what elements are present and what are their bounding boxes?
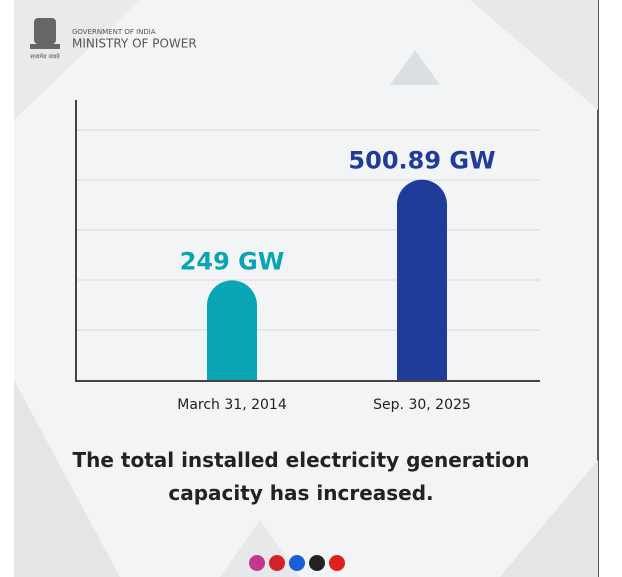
facebook-icon[interactable] (289, 555, 305, 571)
ministry-label: MINISTRY OF POWER (72, 37, 197, 51)
bar (397, 179, 447, 380)
emblem-motto: सत्यमेव जयते (30, 53, 60, 61)
value-label: 500.89 GW (348, 147, 495, 175)
x-tick-label: March 31, 2014 (177, 397, 287, 413)
emblem (30, 18, 60, 49)
bar (207, 280, 257, 380)
card (14, 0, 598, 577)
bg-triangle (500, 460, 598, 577)
grid (75, 129, 540, 331)
threads-icon[interactable] (269, 555, 285, 571)
government-label: GOVERNMENT OF INDIA (72, 28, 156, 36)
instagram-icon[interactable] (249, 555, 265, 571)
value-label: 249 GW (180, 247, 285, 275)
social-icons (249, 555, 345, 571)
bg-triangle (14, 380, 120, 577)
caption: The total installed electricity generati… (72, 448, 530, 505)
x-icon[interactable] (309, 555, 325, 571)
youtube-icon[interactable] (329, 555, 345, 571)
bg-triangle (470, 0, 598, 110)
bg-triangle (390, 50, 440, 85)
x-tick-label: Sep. 30, 2025 (373, 397, 471, 413)
